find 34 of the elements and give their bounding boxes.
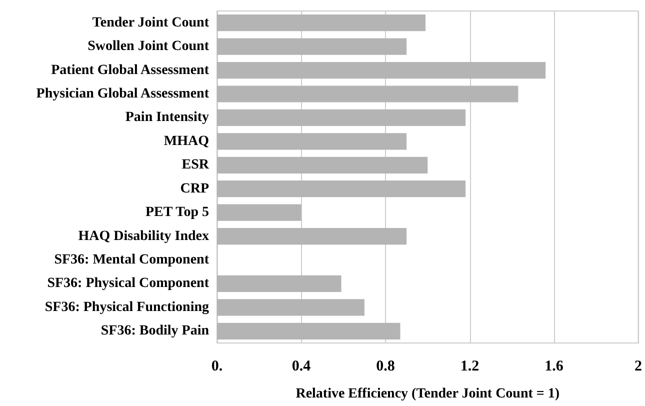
bar [217, 14, 426, 32]
x-tick-label: 2 [634, 358, 642, 374]
y-tick-label: MHAQ [164, 134, 210, 149]
bar [217, 109, 466, 126]
y-tick-label: Physician Global Assessment [36, 86, 210, 102]
y-tick-label: ESR [182, 158, 210, 173]
y-tick-label: SF36: Bodily Pain [100, 324, 210, 339]
y-tick-label: HAQ Disability Index [78, 228, 209, 244]
y-tick-label: Pain Intensity [125, 110, 209, 126]
bar [217, 156, 428, 174]
x-tick-label: 1.6 [544, 358, 564, 374]
bar [217, 38, 407, 55]
bar [217, 228, 407, 245]
x-axis-title: Relative Efficiency (Tender Joint Count = 1) [296, 386, 560, 402]
x-tick-label: 0.8 [376, 358, 395, 374]
bar [217, 180, 466, 198]
bar [217, 275, 342, 292]
bar [217, 133, 407, 150]
x-tick-label: 0.4 [292, 358, 312, 374]
bar [217, 86, 518, 102]
y-tick-label: SF36: Physical Functioning [44, 300, 209, 315]
y-tick-label: PET Top 5 [145, 205, 209, 220]
bar [217, 299, 364, 316]
y-tick-label: SF36: Physical Component [47, 276, 210, 292]
y-tick-label: Patient Global Assessment [51, 62, 210, 78]
bar [217, 204, 302, 221]
y-tick-label: SF36: Mental Component [54, 252, 210, 268]
x-tick-label: 1.2 [460, 358, 480, 374]
bar [217, 62, 546, 79]
bar [217, 322, 400, 340]
y-tick-label: Tender Joint Count [92, 15, 210, 30]
x-tick-label: 0. [211, 358, 223, 374]
y-tick-label: CRP [180, 181, 210, 196]
y-tick-label: Swollen Joint Count [88, 39, 210, 54]
